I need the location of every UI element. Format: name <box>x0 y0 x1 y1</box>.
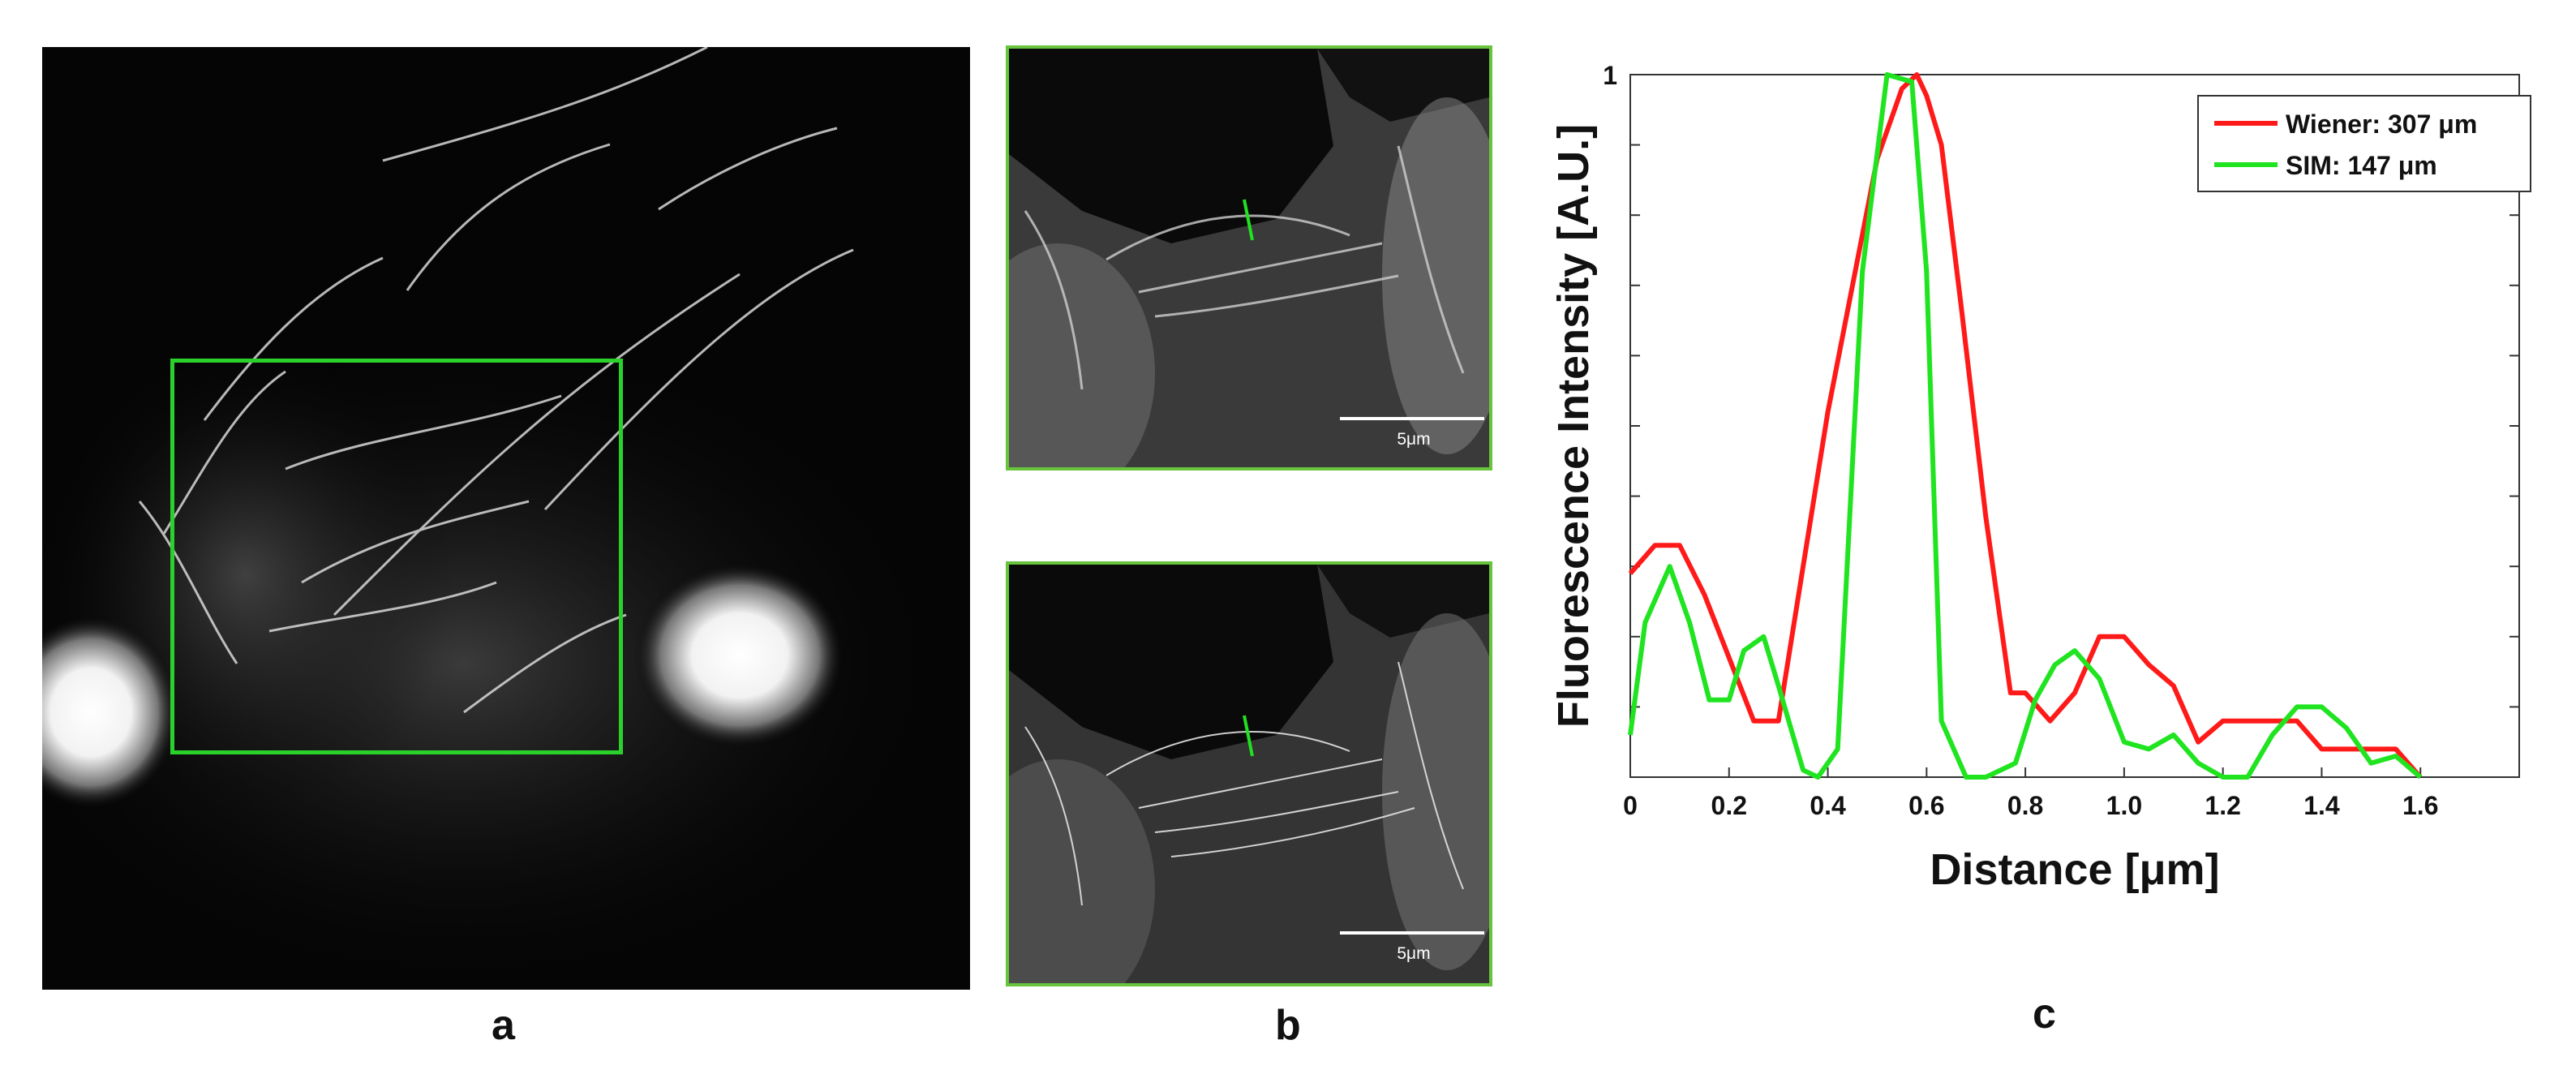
inset-top-image <box>1009 49 1489 467</box>
scale-bar-label: 5μm <box>1397 944 1431 963</box>
legend: Wiener: 307 μm SIM: 147 μm <box>2197 95 2531 192</box>
legend-box <box>2197 95 2531 192</box>
legend-label-sim: SIM: 147 μm <box>2286 151 2437 180</box>
panel-label-c: c <box>2033 991 2056 1038</box>
x-tick-label: 0.8 <box>2007 791 2043 820</box>
panel-label-a: a <box>492 1002 515 1049</box>
x-tick-label: 1.4 <box>2303 791 2340 820</box>
scale-bar <box>1340 931 1484 935</box>
inset-bottom-image <box>1009 565 1489 983</box>
micrograph-a-image <box>42 47 970 990</box>
region-of-interest-box <box>170 359 623 754</box>
panel-label-b: b <box>1275 1002 1301 1049</box>
inset-sim: 5μm <box>1006 561 1492 986</box>
x-tick-label: 1.2 <box>2205 791 2240 820</box>
x-tick-label: 0.2 <box>1711 791 1747 820</box>
y-tick-label: 1 <box>1603 61 1617 90</box>
series-line-sim <box>1628 72 2423 780</box>
scale-bar <box>1340 417 1484 420</box>
legend-label-wiener: Wiener: 307 μm <box>2286 110 2477 139</box>
micrograph-a <box>42 47 970 990</box>
x-tick-label: 0 <box>1623 791 1638 820</box>
x-tick-label: 1.0 <box>2106 791 2142 820</box>
x-axis-title: Distance [μm] <box>1930 845 2219 894</box>
x-tick-label: 1.6 <box>2402 791 2438 820</box>
line-profile-chart: 0 0.2 0.4 0.6 0.8 1.0 1.2 1.4 1.6 1 Distance [μm]… <box>1549 61 2531 894</box>
inset-widefield: 5μm <box>1006 45 1492 471</box>
y-axis-title: Fluorescence Intensity [A.U.] <box>1549 124 1598 728</box>
x-tick-label: 0.4 <box>1810 791 1846 820</box>
series-line-wiener <box>1628 72 2423 779</box>
x-tick-label: 0.6 <box>1908 791 1944 820</box>
scale-bar-label: 5μm <box>1397 430 1431 449</box>
